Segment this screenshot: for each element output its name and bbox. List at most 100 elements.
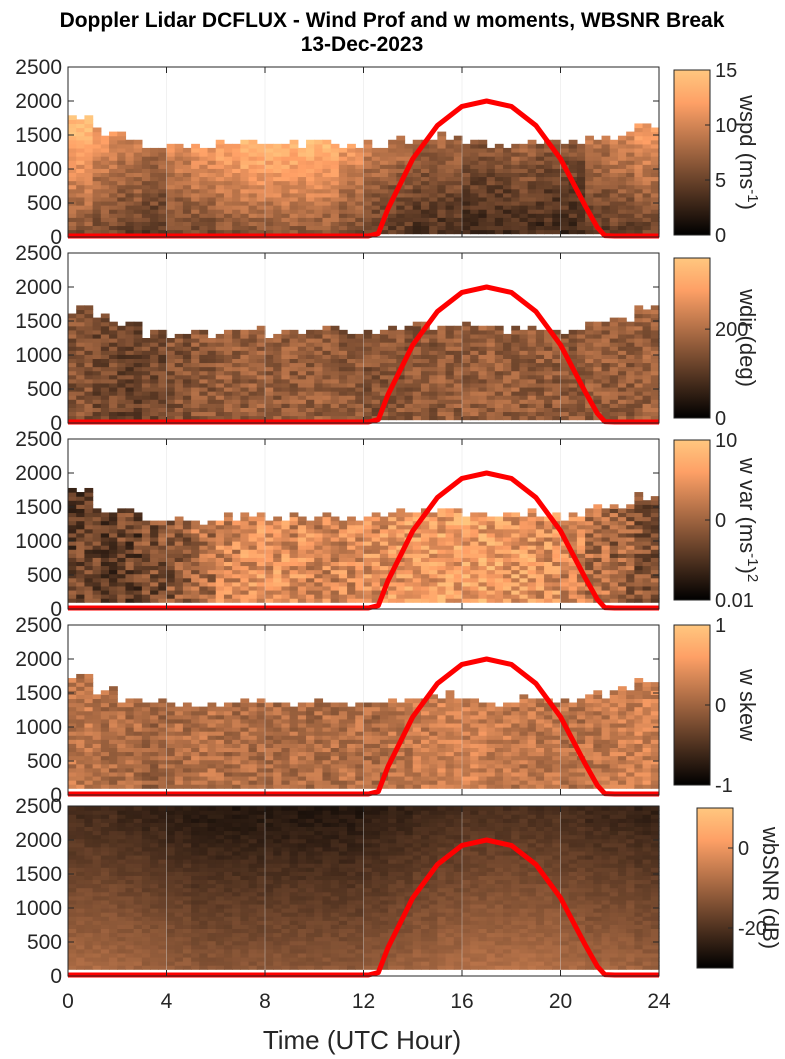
heatmap-cell [445,549,455,554]
heatmap-cell [576,411,586,417]
heatmap-cell [125,329,135,335]
heatmap-cell [281,362,291,368]
heatmap-cell [420,386,430,392]
heatmap-cell [396,520,406,526]
heatmap-cell [519,516,529,522]
heatmap-cell [552,516,562,522]
heatmap-cell [552,362,562,368]
heatmap-cell [141,221,151,227]
heatmap-cell [642,156,652,161]
heatmap-cell [388,374,397,380]
heatmap-cell [76,585,86,591]
heatmap-cell [273,200,283,206]
heatmap-cell [404,200,414,206]
heatmap-cell [478,516,488,522]
heatmap-cell [593,581,603,587]
heatmap-cell [511,374,521,380]
heatmap-cell [420,541,430,546]
heatmap-cell [585,350,594,355]
heatmap-cell [626,411,635,417]
heatmap-cell [568,565,578,571]
heatmap-cell [560,378,570,384]
heatmap-cell [650,164,660,169]
heatmap-cell [174,147,184,153]
heatmap-cell [544,209,553,214]
heatmap-cell [117,378,127,384]
heatmap-cell [174,229,184,235]
heatmap-cell [478,221,488,227]
heatmap-cell [478,229,488,235]
heatmap-cell [125,403,135,408]
heatmap-cell [281,338,291,343]
heatmap-cell [273,553,283,558]
heatmap-cell [248,184,258,190]
heatmap-cell [174,196,184,202]
heatmap-cell [388,160,397,165]
heatmap-cell [347,205,356,210]
heatmap-cell [560,585,570,591]
heatmap-cell [379,164,389,169]
heatmap-cell [371,213,381,218]
heatmap-cell [232,164,241,169]
heatmap-cell [84,508,94,514]
heatmap-cell [322,338,332,343]
heatmap-cell [92,188,102,194]
heatmap-cell [503,338,512,343]
heatmap-cell [330,370,340,376]
heatmap-cell [601,382,611,388]
heatmap-cell [150,589,159,595]
heatmap-cell [117,209,127,214]
heatmap-cell [117,399,127,404]
heatmap-cell [642,573,652,579]
heatmap-cell [601,549,611,554]
heatmap-cell [76,180,86,186]
heatmap-cell [379,569,389,575]
heatmap-cell [281,172,291,178]
heatmap-cell [248,213,258,218]
heatmap-cell [330,569,340,575]
heatmap-cell [527,221,537,227]
heatmap-cell [626,217,635,222]
heatmap-cell [519,524,529,530]
heatmap-cell [223,541,233,546]
heatmap-cell [494,585,504,591]
heatmap-cell [273,370,283,376]
heatmap-cell [478,358,488,364]
heatmap-cell [585,217,594,222]
heatmap-cell [503,213,512,218]
heatmap-cell [552,192,562,198]
heatmap-cell [68,536,77,542]
heatmap-cell [519,225,529,231]
heatmap-cell [306,577,315,583]
heatmap-cell [363,213,373,218]
heatmap-cell [223,152,233,157]
heatmap-cell [338,164,348,169]
heatmap-cell [552,188,562,194]
heatmap-cell [240,536,250,542]
heatmap-cell [412,188,422,194]
heatmap-cell [133,528,143,534]
heatmap-cell [347,553,356,558]
heatmap-cell [330,325,340,331]
heatmap-cell [158,188,168,194]
heatmap-cell [404,147,414,153]
heatmap-cell [314,541,324,546]
heatmap-cell [462,374,471,380]
heatmap-cell [568,160,578,165]
heatmap-cell [248,382,258,388]
heatmap-cell [470,370,480,376]
heatmap-cell [560,594,570,599]
heatmap-cell [445,362,455,368]
heatmap-cell [68,317,77,323]
heatmap-cell [650,500,660,505]
heatmap-cell [396,213,406,218]
heatmap-cell [560,561,570,567]
heatmap-cell [511,329,521,335]
heatmap-cell [240,196,250,202]
heatmap-cell [100,229,110,235]
heatmap-cell [609,176,619,182]
heatmap-cell [642,143,652,149]
heatmap-cell [141,415,151,421]
heatmap-cell [68,581,77,587]
